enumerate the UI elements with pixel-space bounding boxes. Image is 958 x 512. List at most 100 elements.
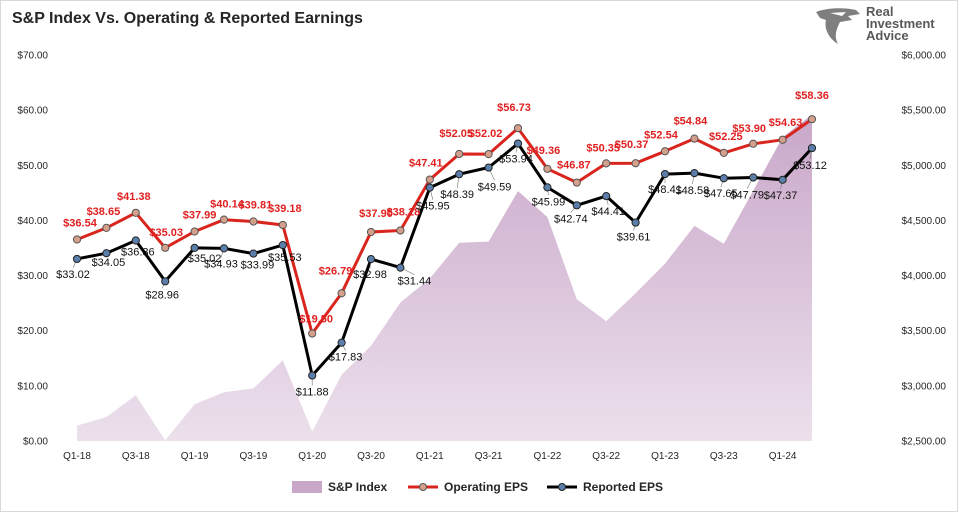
reported-eps-data-label: $32.98 (353, 269, 387, 281)
legend: S&P Index Operating EPS Reported EPS (0, 478, 958, 498)
reported-eps-data-label: $47.65 (704, 188, 738, 200)
legend-swatch-operating-eps (408, 483, 438, 491)
reported-eps-data-label: $35.53 (268, 252, 302, 264)
operating-eps-data-label: $37.99 (183, 210, 217, 222)
operating-eps-point (102, 223, 111, 232)
reported-eps-point (425, 183, 434, 192)
operating-eps-line (76, 117, 813, 335)
right-axis-tick-label: $3,500.00 (902, 326, 947, 337)
operating-eps-point (425, 175, 434, 184)
operating-eps-data-label: $50.37 (615, 139, 649, 151)
right-axis-tick-label: $3,000.00 (902, 381, 947, 392)
operating-eps-data-label: $37.90 (359, 208, 393, 220)
reported-eps-point (219, 244, 229, 253)
right-axis-tick-label: $5,500.00 (902, 106, 947, 117)
left-axis-tick-label: $40.00 (17, 216, 48, 227)
reported-eps-point (131, 236, 140, 245)
reported-eps-data-label: $33.99 (241, 260, 275, 272)
operating-eps-point (278, 220, 287, 230)
operating-eps-data-label: $26.79 (319, 265, 353, 277)
operating-eps-point (72, 235, 82, 244)
reported-eps-point (366, 255, 376, 264)
brand-name: Real Investment Advice (866, 4, 935, 42)
right-axis-tick-label: $6,000.00 (902, 51, 947, 62)
operating-eps-data-label: $40.14 (210, 199, 245, 211)
left-axis-tick-label: $0.00 (23, 437, 48, 448)
reported-eps-point (484, 163, 493, 172)
x-axis-tick-label: Q3-18 (122, 451, 150, 462)
reported-eps-point (513, 139, 523, 148)
operating-eps-data-label: $41.38 (117, 191, 151, 203)
reported-eps-data-label: $48.41 (648, 184, 682, 196)
legend-label-reported-eps: Reported EPS (583, 480, 664, 494)
legend-label-operating-eps: Operating EPS (444, 480, 529, 494)
reported-eps-line (76, 142, 814, 377)
left-axis-tick-label: $30.00 (17, 271, 48, 282)
right-axis-tick-label: $4,500.00 (902, 216, 947, 227)
legend-label-sp-index: S&P Index (328, 480, 388, 494)
operating-eps-data-label: $19.50 (299, 313, 333, 325)
eagle-head-icon (816, 8, 860, 44)
x-axis-tick-label: Q1-23 (651, 451, 679, 462)
reported-eps-data-label: $48.39 (440, 189, 474, 201)
left-axis-tick-label: $60.00 (17, 106, 48, 117)
reported-eps-point (396, 263, 405, 272)
right-axis-tick-label: $2,500.00 (902, 437, 947, 448)
reported-eps-data-label: $34.93 (204, 258, 238, 270)
operating-eps-point (807, 115, 817, 124)
reported-eps-point (719, 174, 728, 183)
operating-eps-data-label: $58.36 (795, 90, 829, 102)
reported-eps-data-label: $42.74 (554, 213, 588, 225)
operating-eps-point (396, 226, 405, 235)
x-axis-tick-label: Q3-23 (710, 451, 738, 462)
operating-eps-point (572, 178, 581, 187)
reported-eps-point (631, 218, 640, 227)
reported-eps-data-label: $17.83 (329, 352, 363, 364)
brand-logo: Real Investment Advice (812, 4, 952, 46)
data-labels-layer: $36.54$38.65$41.38$35.03$37.99$40.14$39.… (56, 90, 829, 398)
reported-eps-point (278, 240, 287, 250)
operating-eps-data-label: $35.03 (149, 227, 183, 239)
operating-eps-point (219, 215, 229, 224)
operating-eps-point (131, 208, 140, 217)
operating-eps-data-label: $38.18 (387, 206, 421, 218)
right-axis-tick-label: $5,000.00 (902, 161, 947, 172)
operating-eps-point (690, 134, 699, 143)
operating-eps-data-label: $49.36 (527, 145, 561, 157)
plot-area: $36.54$38.65$41.38$35.03$37.99$40.14$39.… (17, 51, 947, 463)
x-axis-tick-label: Q3-22 (592, 451, 620, 462)
reported-eps-point (807, 143, 817, 153)
operating-eps-point (543, 164, 552, 173)
reported-eps-point (749, 173, 758, 182)
reported-eps-point (572, 201, 581, 210)
operating-eps-point (602, 159, 611, 168)
reported-eps-data-label: $39.61 (617, 232, 651, 244)
reported-eps-point (249, 249, 258, 258)
reported-eps-point (778, 175, 787, 184)
operating-eps-point (249, 217, 258, 226)
operating-eps-data-label: $56.73 (497, 102, 531, 114)
operating-eps-point (366, 227, 376, 237)
legend-swatch-sp-index (292, 481, 322, 493)
left-axis-tick-label: $10.00 (17, 381, 48, 392)
x-axis-tick-label: Q1-24 (769, 451, 797, 462)
reported-eps-point (190, 243, 199, 252)
operating-eps-point (513, 124, 523, 133)
left-axis-tick-label: $70.00 (17, 51, 48, 62)
left-axis-tick-label: $50.00 (17, 161, 48, 172)
brand-line-2: Investment (866, 16, 935, 31)
operating-eps-data-label: $52.05 (439, 128, 473, 140)
reported-eps-data-label: $11.88 (296, 386, 329, 398)
operating-eps-point (484, 150, 493, 159)
operating-eps-data-label: $38.65 (87, 206, 121, 218)
x-axis-tick-label: Q1-22 (534, 451, 562, 462)
reported-eps-point (455, 170, 464, 179)
brand-line-1: Real (866, 4, 894, 19)
operating-eps-data-label: $46.87 (557, 160, 591, 172)
reported-eps-data-label: $36.36 (121, 247, 155, 259)
reported-eps-data-label: $48.58 (676, 185, 710, 197)
reported-eps-point (337, 338, 346, 347)
reported-eps-point (543, 183, 552, 192)
reported-eps-data-label: $44.41 (591, 206, 625, 218)
sp-index-area (77, 114, 812, 441)
